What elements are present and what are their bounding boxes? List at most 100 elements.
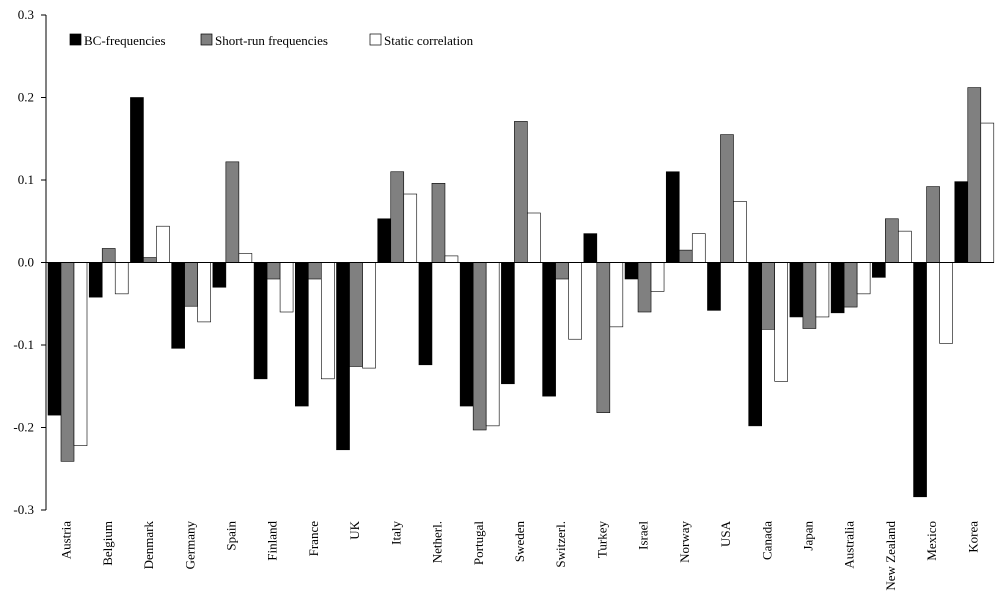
x-tick-label: Switzerl. xyxy=(553,521,568,568)
bar-short-run-frequencies-denmark xyxy=(143,257,157,263)
bar-static-correlation-sweden xyxy=(527,212,541,263)
bar-short-run-frequencies-norway xyxy=(678,249,693,263)
bar-short-run-frequencies-turkey xyxy=(596,262,611,413)
bar-static-correlation-new-zealand xyxy=(898,230,912,263)
bar-bc-frequencies-turkey xyxy=(583,233,598,263)
bar-bc-frequencies-japan xyxy=(789,262,804,318)
x-tick-label: Spain xyxy=(223,521,238,551)
legend-label: Short-run frequencies xyxy=(215,33,328,48)
bar-short-run-frequencies-finland xyxy=(266,262,281,280)
bar-static-correlation-finland xyxy=(279,262,294,313)
bar-bc-frequencies-france xyxy=(295,262,309,407)
x-tick-label: Finland xyxy=(265,521,280,561)
bar-bc-frequencies-norway xyxy=(665,171,680,263)
bar-static-correlation-netherl- xyxy=(444,255,459,263)
bar-short-run-frequencies-canada xyxy=(761,262,775,330)
x-tick-label: Turkey xyxy=(594,521,609,559)
bar-bc-frequencies-new-zealand xyxy=(872,262,886,278)
bar-static-correlation-france xyxy=(321,262,335,380)
bar-static-correlation-canada xyxy=(774,262,788,382)
bar-static-correlation-norway xyxy=(691,233,706,263)
bar-short-run-frequencies-spain xyxy=(225,161,240,263)
bar-short-run-frequencies-sweden xyxy=(514,121,528,263)
bar-static-correlation-uk xyxy=(362,262,376,369)
bar-short-run-frequencies-germany xyxy=(184,262,198,307)
bar-static-correlation-austria xyxy=(73,262,88,446)
legend: BC-frequencies Short-run frequencies Stati… xyxy=(69,33,474,48)
bar-static-correlation-australia xyxy=(856,262,871,295)
x-tick-label: Belgium xyxy=(100,521,115,566)
bar-short-run-frequencies-israel xyxy=(637,262,652,313)
bar-short-run-frequencies-belgium xyxy=(101,248,116,263)
x-tick-label: Japan xyxy=(801,521,816,551)
bar-bc-frequencies-denmark xyxy=(130,97,144,263)
x-tick-label: Korea xyxy=(965,521,980,553)
x-tick-label: Canada xyxy=(759,521,774,560)
bar-short-run-frequencies-uk xyxy=(349,262,363,367)
x-tick-label: Italy xyxy=(388,521,403,545)
y-tick-label: 0.2 xyxy=(18,90,34,105)
category-labels: Austria Belgium Denmark Germany Spain Finland… xyxy=(59,520,981,590)
bar-short-run-frequencies-australia xyxy=(843,262,858,308)
bar-static-correlation-germany xyxy=(197,262,211,323)
bar-static-correlation-korea xyxy=(980,122,995,263)
bar-static-correlation-italy xyxy=(403,193,418,263)
bar-bc-frequencies-finland xyxy=(253,262,268,380)
x-tick-label: Austria xyxy=(59,521,74,560)
bar-short-run-frequencies-korea xyxy=(967,87,982,263)
bar-bc-frequencies-usa xyxy=(707,262,721,311)
bar-static-correlation-mexico xyxy=(939,262,953,344)
x-tick-label: Australia xyxy=(842,521,857,569)
bar-short-run-frequencies-mexico xyxy=(926,186,940,263)
bar-static-correlation-japan xyxy=(815,262,830,318)
bar-short-run-frequencies-usa xyxy=(720,134,734,263)
y-tick-label: 0.3 xyxy=(18,7,34,22)
y-axis: -0.3 -0.2 -0.1 0.0 0.1 0.2 0.3 xyxy=(13,7,47,517)
y-tick-label: -0.1 xyxy=(13,337,34,352)
bars xyxy=(47,87,995,498)
bar-bc-frequencies-australia xyxy=(830,262,845,314)
bar-short-run-frequencies-portugal xyxy=(472,262,487,431)
bar-short-run-frequencies-new-zealand xyxy=(885,218,899,263)
x-tick-label: Norway xyxy=(677,521,692,563)
bar-bc-frequencies-switzerl- xyxy=(542,262,556,397)
legend-swatch xyxy=(69,33,82,46)
bar-static-correlation-denmark xyxy=(156,225,170,263)
bar-short-run-frequencies-netherl- xyxy=(431,183,446,263)
bar-static-correlation-portugal xyxy=(485,262,500,427)
bar-static-correlation-usa xyxy=(733,201,747,263)
bar-bc-frequencies-spain xyxy=(212,262,227,288)
bar-bc-frequencies-korea xyxy=(954,181,969,263)
legend-swatch xyxy=(200,33,213,46)
legend-label: BC-frequencies xyxy=(84,33,166,48)
bar-bc-frequencies-portugal xyxy=(459,262,474,407)
bar-short-run-frequencies-italy xyxy=(390,171,405,263)
bar-short-run-frequencies-switzerl- xyxy=(555,262,569,280)
bar-bc-frequencies-austria xyxy=(47,262,62,416)
y-tick-label: 0.1 xyxy=(18,172,34,187)
x-tick-label: Germany xyxy=(182,521,197,570)
bar-bc-frequencies-sweden xyxy=(501,262,515,385)
x-tick-label: Denmark xyxy=(141,521,156,570)
x-tick-label: New Zealand xyxy=(883,521,898,591)
y-tick-label: -0.2 xyxy=(13,420,34,435)
x-tick-label: Portugal xyxy=(471,521,486,565)
bar-short-run-frequencies-france xyxy=(308,262,322,280)
bar-short-run-frequencies-austria xyxy=(60,262,75,462)
legend-label: Static correlation xyxy=(384,33,474,48)
bar-bc-frequencies-canada xyxy=(748,262,762,427)
x-tick-label: Netherl. xyxy=(430,521,445,563)
legend-swatch xyxy=(369,33,382,46)
x-tick-label: UK xyxy=(347,520,362,539)
bar-bc-frequencies-netherl- xyxy=(418,262,433,366)
x-tick-label: Israel xyxy=(636,521,651,550)
bar-static-correlation-switzerl- xyxy=(568,262,582,340)
bar-static-correlation-turkey xyxy=(609,262,624,328)
bar-bc-frequencies-germany xyxy=(171,262,185,349)
x-tick-label: France xyxy=(306,521,321,557)
x-tick-label: Mexico xyxy=(924,521,939,561)
x-tick-label: Sweden xyxy=(512,521,527,563)
bar-bc-frequencies-belgium xyxy=(88,262,103,298)
x-tick-label: USA xyxy=(718,520,733,547)
